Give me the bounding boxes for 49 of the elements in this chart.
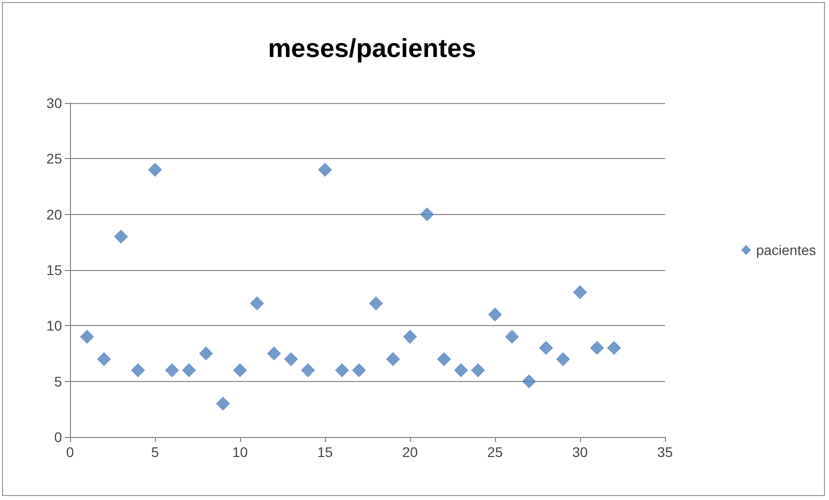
x-tick-label: 15 xyxy=(317,444,333,460)
point xyxy=(403,330,417,344)
y-tick-label: 0 xyxy=(54,429,62,445)
point xyxy=(301,363,315,378)
point xyxy=(250,296,264,310)
legend-label: pacientes xyxy=(756,242,816,258)
point xyxy=(352,363,366,378)
point xyxy=(267,346,281,360)
point xyxy=(199,346,213,360)
point xyxy=(590,340,604,355)
point xyxy=(522,374,536,388)
point xyxy=(318,162,332,177)
y-tick-label: 5 xyxy=(54,373,62,390)
y-tick-label: 15 xyxy=(46,262,62,278)
point xyxy=(97,352,111,366)
x-tick-label: 35 xyxy=(657,444,673,460)
point xyxy=(454,363,468,378)
point xyxy=(335,363,349,378)
point xyxy=(216,396,230,411)
x-tick-label: 25 xyxy=(487,444,503,460)
x-tick-label: 10 xyxy=(232,444,248,460)
point xyxy=(471,363,485,378)
x-tick-label: 20 xyxy=(402,444,418,460)
point xyxy=(114,230,128,244)
x-tick-label: 30 xyxy=(572,444,588,460)
y-tick-label: 20 xyxy=(46,206,62,222)
point xyxy=(488,308,502,322)
point xyxy=(386,352,400,366)
x-tick-label: 5 xyxy=(151,444,160,460)
point xyxy=(165,363,179,378)
point xyxy=(131,363,145,378)
point xyxy=(505,330,519,344)
point xyxy=(182,363,196,378)
point xyxy=(233,363,247,378)
point xyxy=(437,352,451,366)
y-tick-label: 10 xyxy=(46,318,62,334)
point xyxy=(80,330,94,344)
x-tick-label: 0 xyxy=(66,444,74,460)
point xyxy=(573,285,587,300)
point xyxy=(148,162,162,177)
y-tick-label: 30 xyxy=(46,95,62,111)
y-tick-label: 25 xyxy=(46,150,62,167)
point xyxy=(539,340,553,355)
point xyxy=(556,352,570,366)
chart-title: meses/pacientes xyxy=(268,33,476,63)
point xyxy=(284,352,298,366)
point xyxy=(369,296,383,310)
point xyxy=(420,207,434,222)
point xyxy=(607,340,621,355)
